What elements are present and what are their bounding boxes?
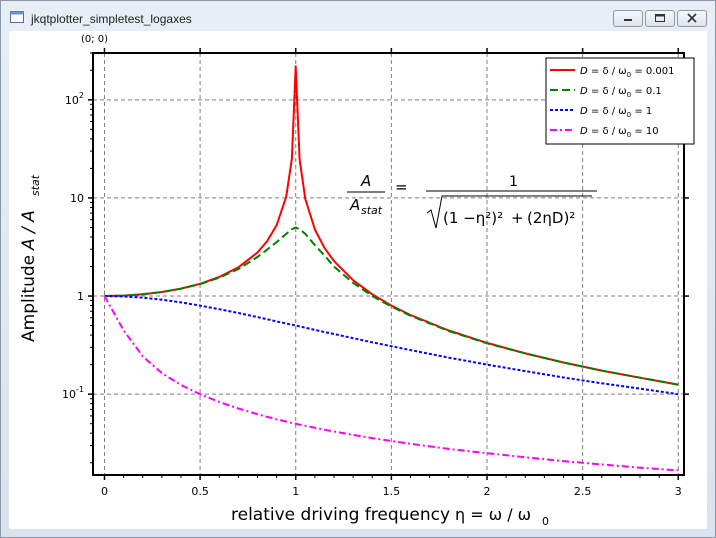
y-axis-label: Amplitude [19,255,39,342]
formula-equals: = [395,178,408,196]
coordinate-readout: (0; 0) [81,34,109,45]
formula-lhs-numerator: A [360,172,371,190]
maximize-icon [655,14,665,22]
legend: D = δ / ω0 = 0.001 D = δ / ω0 = 0.1 D = δ … [545,57,695,145]
formula-term-1: (1 −η²)² [443,209,503,227]
close-icon [687,13,697,23]
x-tick-label: 0 [101,485,108,498]
legend-label-4: D = δ / ω0 = 10 [580,126,659,139]
y-axis-label-math-sub: stat [29,174,42,196]
y-tick-label: 10 [70,192,84,205]
x-tick-label: 1.5 [383,485,401,498]
x-tick-label: 2 [484,485,491,498]
y-tick-label: 1 [77,290,84,303]
formula-term-2: (2ηD)² [527,209,575,227]
formula-plus: + [511,209,524,227]
minimize-button[interactable] [613,10,643,27]
x-tick-label: 3 [675,485,682,498]
x-axis-label-math: η = ω / ω [455,505,531,524]
y-axis-label-math: A / A [19,210,39,251]
x-tick-label: 1 [292,485,299,498]
app-icon [10,11,24,23]
plot-frame [92,52,685,476]
legend-label-1: D = δ / ω0 = 0.001 [580,66,675,79]
formula-annotation: A A stat = 1 (1 −η²)² + (2ηD)² [347,172,597,229]
x-tick-label: 0.5 [191,485,209,498]
series-line-3 [104,295,679,396]
title-bar[interactable]: jkqtplotter_simpletest_logaxes [1,1,715,31]
series-line-2 [104,226,679,386]
minimize-icon [624,19,632,21]
formula-sqrt-sign [426,195,592,229]
formula-lhs-denominator: A [349,196,360,214]
close-button[interactable] [677,10,707,27]
y-tick-label: 10-1 [62,385,84,401]
maximize-button[interactable] [645,10,675,27]
legend-label-2: D = δ / ω0 = 0.1 [580,86,662,99]
legend-label-3: D = δ / ω0 = 1 [580,106,652,119]
formula-lhs-denominator-sub: stat [361,204,383,217]
y-tick-label: 102 [65,91,84,107]
x-axis-label-math-sub: 0 [542,515,549,528]
window-title: jkqtplotter_simpletest_logaxes [31,12,192,26]
series-line-4 [103,295,679,472]
x-tick-label: 2.5 [574,485,592,498]
formula-rhs-numerator: 1 [509,174,518,190]
series-line-1 [104,65,679,386]
x-axis-label: relative driving frequency [231,505,450,525]
y-axis-label-group: Amplitude A / A stat [19,174,42,342]
